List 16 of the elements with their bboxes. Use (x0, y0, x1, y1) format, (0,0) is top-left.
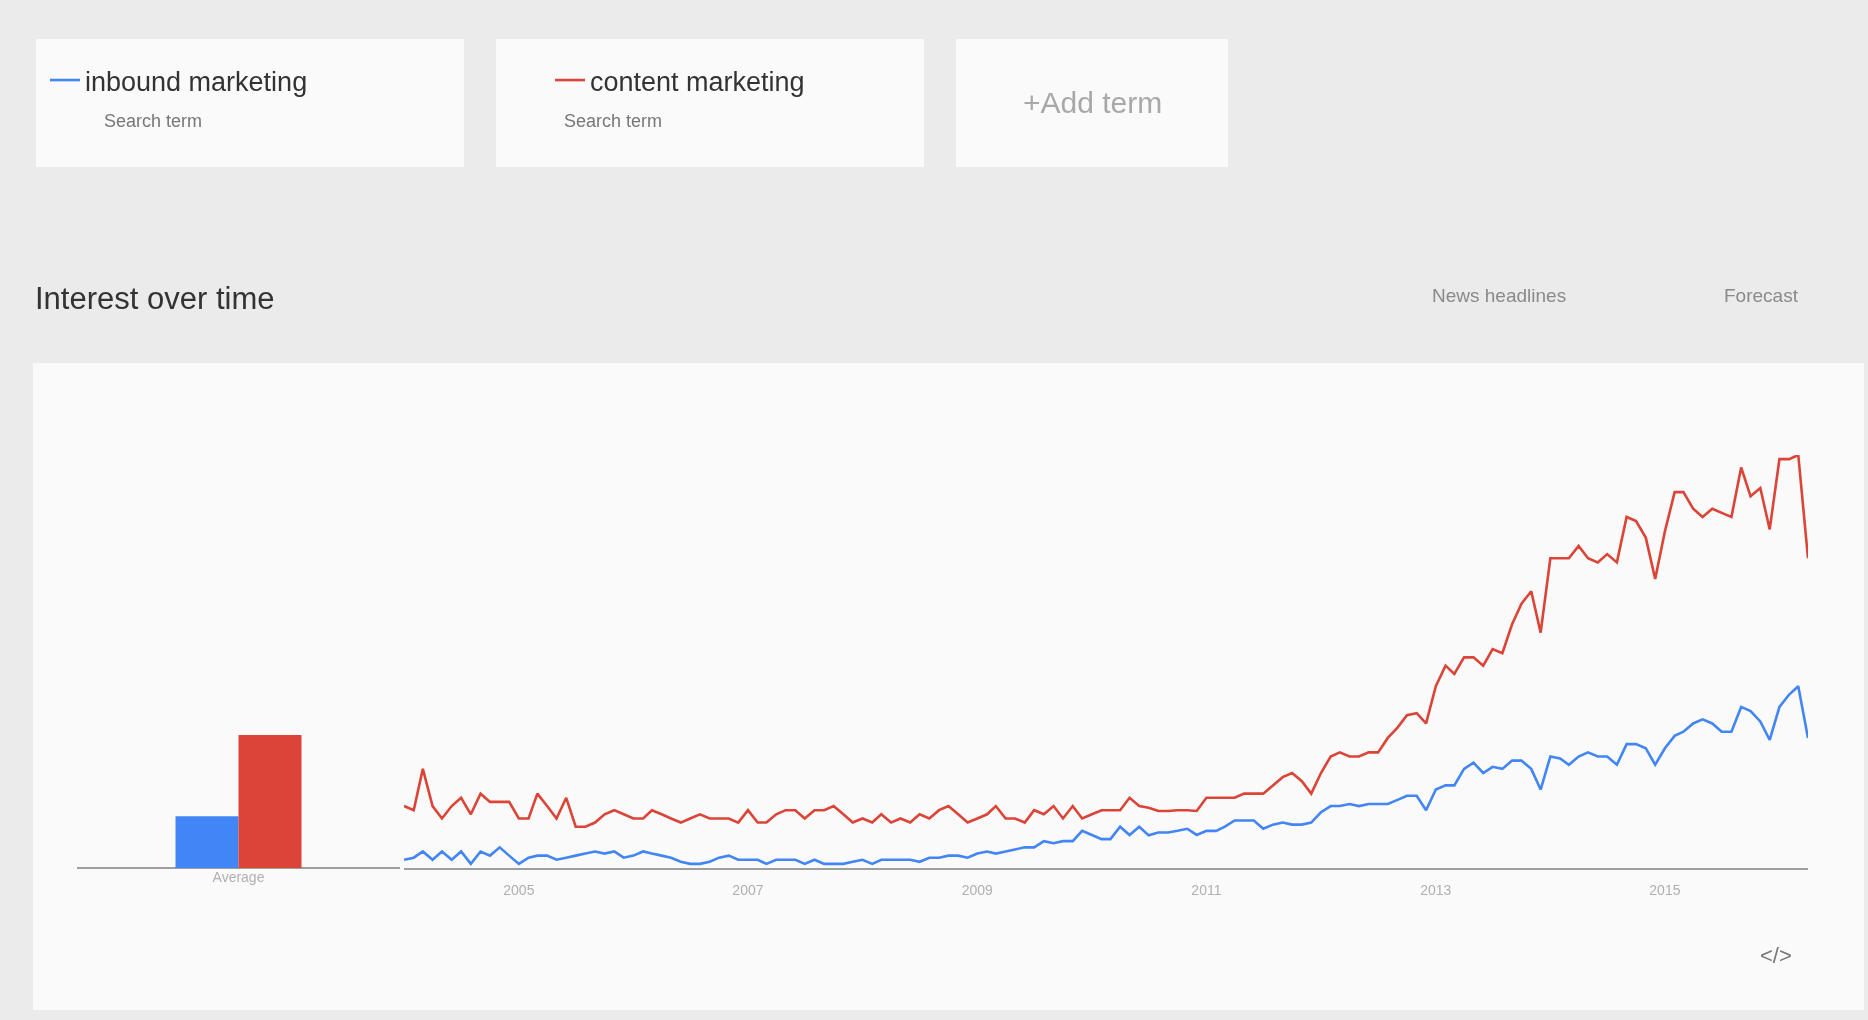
text: Forecast (1724, 285, 1799, 306)
text: </> (1760, 943, 1792, 968)
text: Search term (104, 111, 203, 131)
x-tick-label: 2013 (1420, 881, 1452, 898)
x-tick-label: 2015 (1649, 881, 1681, 898)
text: Interest over time (35, 281, 275, 316)
x-tick-label: 2005 (503, 881, 535, 898)
legend-label: inbound marketing (85, 66, 308, 97)
x-tick-label: 2007 (732, 881, 764, 898)
text: News headlines (1432, 285, 1567, 306)
text: Search term (564, 111, 663, 131)
legend-label: content marketing (590, 66, 805, 97)
x-tick-label: 2009 (961, 881, 994, 898)
text: +Add term (1023, 86, 1163, 119)
x-tick-label: 2011 (1191, 881, 1222, 898)
x-axis-title: Average (212, 869, 265, 886)
